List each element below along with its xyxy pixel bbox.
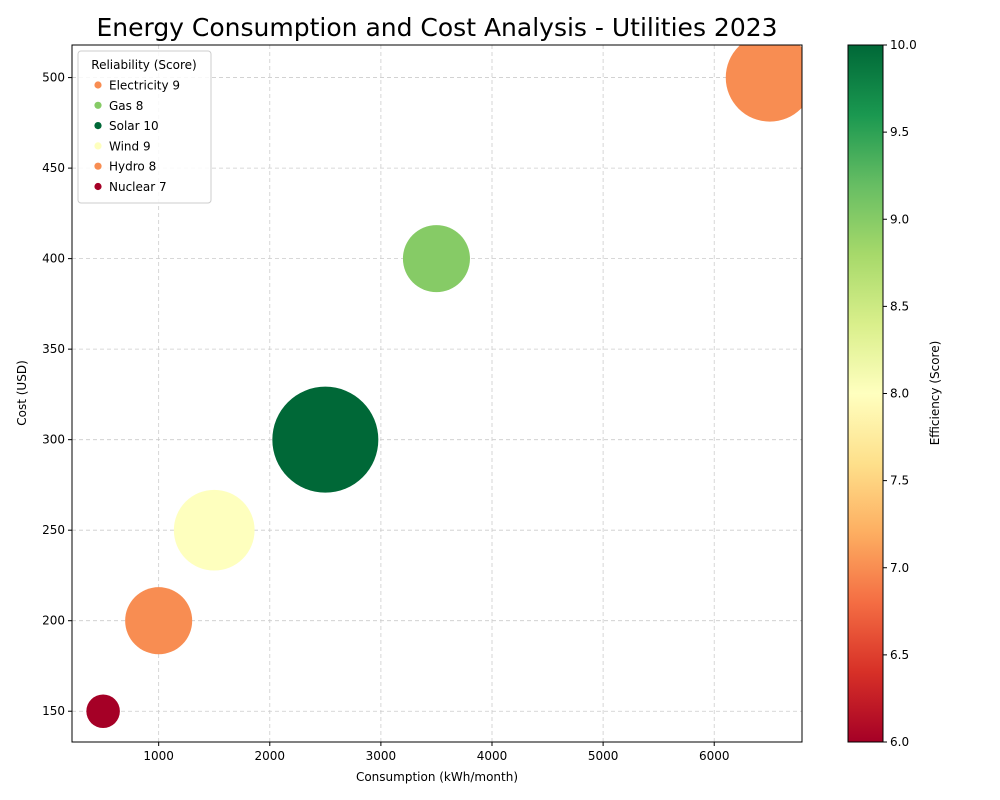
y-axis: 150 200 250 300 350 400 450 500 xyxy=(42,71,72,718)
legend: Reliability (Score) Electricity 9 Gas 8 So… xyxy=(77,50,212,204)
y-tick-label: 400 xyxy=(42,252,65,266)
colorbar: 6.0 6.5 7.0 7.5 8.0 8.5 9.0 9.5 10.0 Efficiency … xyxy=(847,38,942,749)
legend-title: Reliability (Score) xyxy=(91,58,196,72)
colorbar-label: Efficiency (Score) xyxy=(928,341,942,446)
bubble-hydro xyxy=(725,45,802,122)
colorbar-tick-label: 9.5 xyxy=(890,125,909,139)
bubble-nuclear xyxy=(86,694,120,728)
x-tick-label: 6000 xyxy=(699,749,730,763)
plot-frame xyxy=(71,44,803,743)
colorbar-tick-label: 6.0 xyxy=(890,735,909,749)
y-tick-label: 200 xyxy=(42,614,65,628)
x-tick-label: 5000 xyxy=(588,749,619,763)
legend-marker xyxy=(94,122,102,130)
x-tick-label: 1000 xyxy=(143,749,174,763)
legend-entry-label: Gas 8 xyxy=(109,99,143,113)
legend-entry-label: Nuclear 7 xyxy=(109,180,167,194)
x-tick-label: 4000 xyxy=(477,749,508,763)
y-tick-label: 250 xyxy=(42,523,65,537)
y-axis-label: Cost (USD) xyxy=(15,360,29,426)
colorbar-tick-label: 10.0 xyxy=(890,38,917,52)
x-tick-label: 3000 xyxy=(366,749,397,763)
colorbar-tick-label: 7.5 xyxy=(890,474,909,488)
legend-entry-label: Wind 9 xyxy=(109,139,151,153)
legend-marker xyxy=(94,101,102,109)
legend-entry-label: Electricity 9 xyxy=(109,79,180,93)
colorbar-tick-label: 8.0 xyxy=(890,387,909,401)
colorbar-gradient xyxy=(847,44,884,743)
chart-title: Energy Consumption and Cost Analysis - U… xyxy=(96,13,777,42)
y-tick-label: 500 xyxy=(42,71,65,85)
x-axis: 1000 2000 3000 4000 5000 6000 xyxy=(143,742,729,763)
legend-marker xyxy=(94,81,102,89)
colorbar-tick-label: 7.0 xyxy=(890,561,909,575)
colorbar-tick-label: 9.0 xyxy=(890,212,909,226)
legend-marker xyxy=(94,182,102,191)
legend-box xyxy=(77,50,212,204)
bubble-gas xyxy=(402,225,470,293)
legend-marker xyxy=(94,162,102,170)
bubble-solar xyxy=(272,386,379,493)
bubble-electricity xyxy=(125,587,193,655)
x-axis-label: Consumption (kWh/month) xyxy=(356,770,518,784)
x-tick-label: 2000 xyxy=(255,749,286,763)
legend-entry-label: Solar 10 xyxy=(109,119,159,133)
y-tick-label: 300 xyxy=(42,433,65,447)
y-tick-label: 150 xyxy=(42,704,65,718)
y-tick-label: 450 xyxy=(42,161,65,175)
bubble-wind xyxy=(173,489,255,571)
colorbar-tick-label: 8.5 xyxy=(890,299,909,313)
legend-marker xyxy=(94,142,102,150)
legend-entry-label: Hydro 8 xyxy=(109,160,156,174)
y-tick-label: 350 xyxy=(42,342,65,356)
colorbar-tick-label: 6.5 xyxy=(890,648,909,662)
bubble-layer xyxy=(86,45,802,728)
